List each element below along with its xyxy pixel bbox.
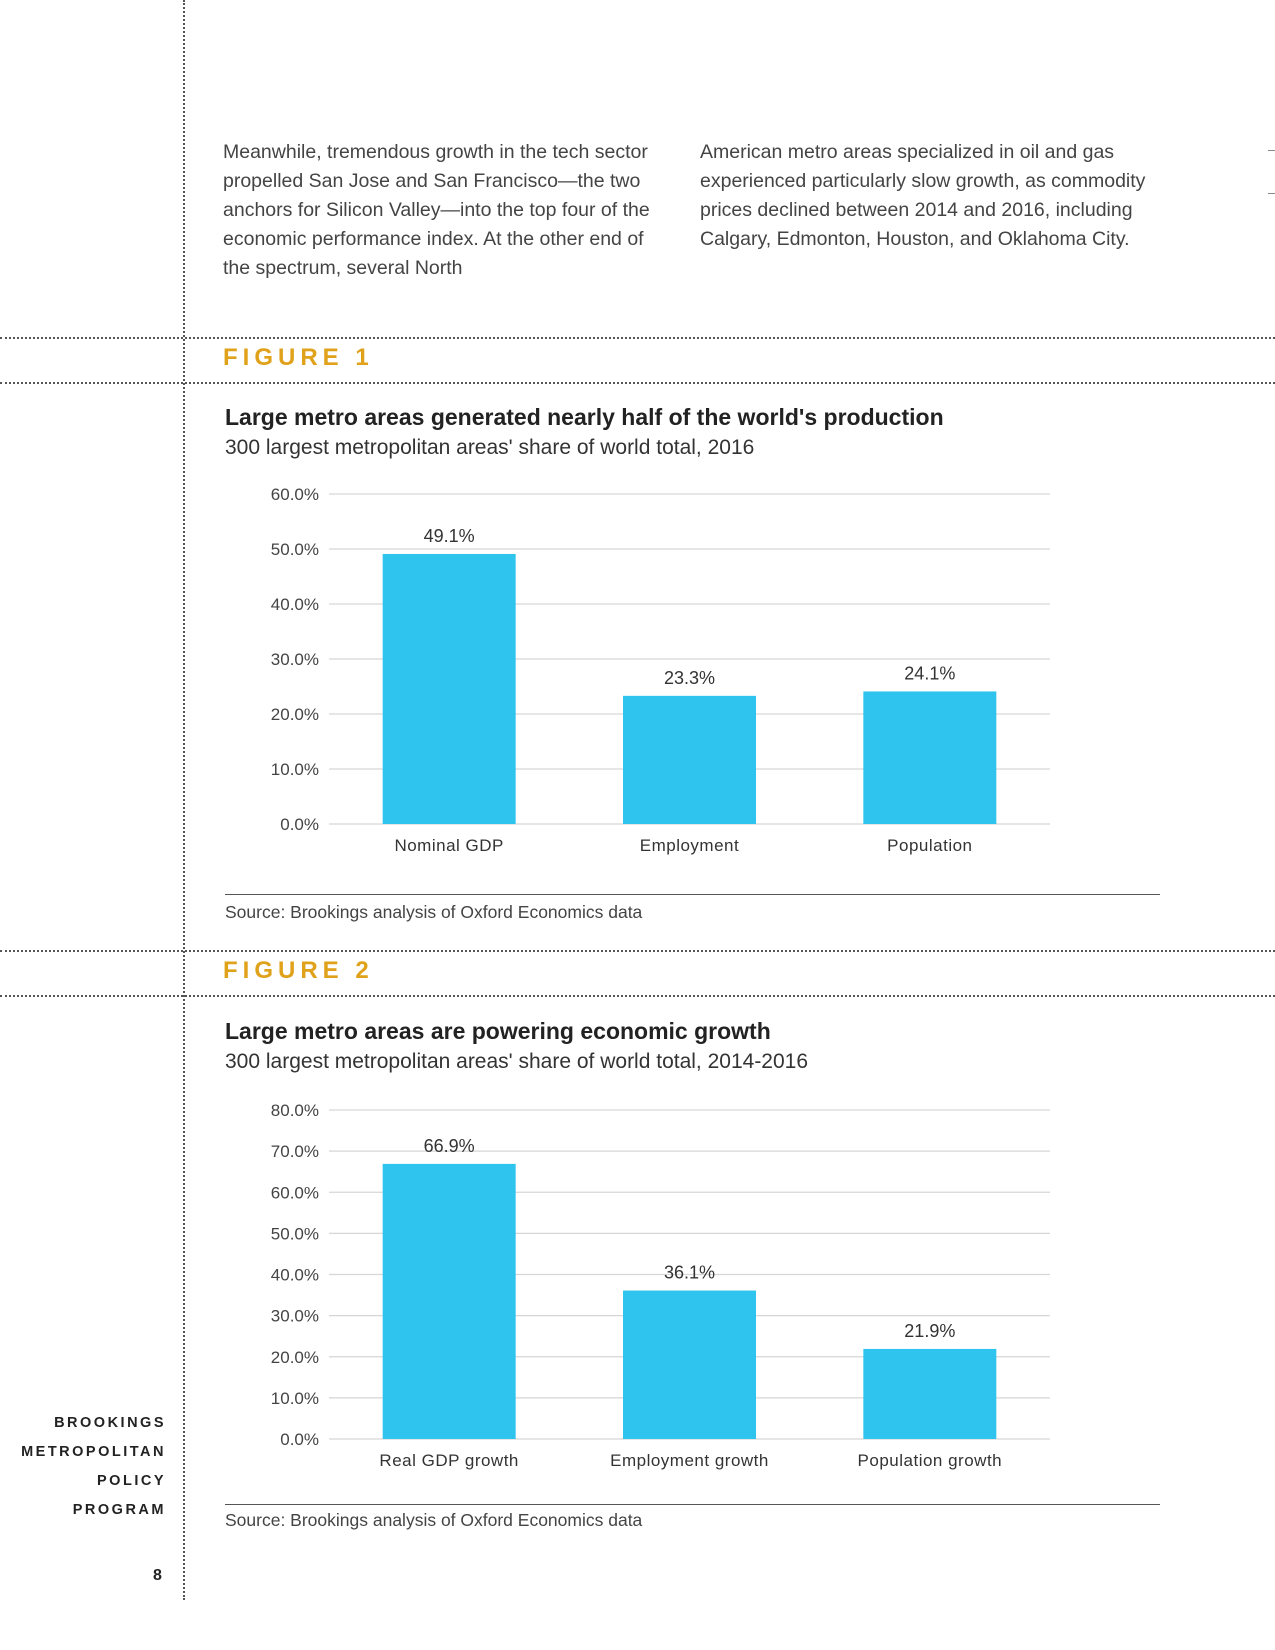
y-tick-label: 70.0% [271,1142,319,1161]
bar [863,691,997,824]
figure1-title: Large metro areas generated nearly half … [225,404,944,430]
y-tick-label: 30.0% [271,650,319,669]
data-label: 36.1% [664,1263,715,1283]
data-label: 66.9% [424,1136,475,1156]
y-tick-label: 30.0% [271,1307,319,1326]
data-label: 24.1% [904,663,955,683]
bar [382,553,516,824]
body-text-left: Meanwhile, tremendous growth in the tech… [223,141,650,279]
bar [623,1290,756,1439]
y-tick-label: 10.0% [271,760,319,779]
figure1-label: FIGURE 1 [223,344,374,371]
data-label: 21.9% [904,1321,955,1341]
y-tick-label: 0.0% [280,1430,319,1449]
brand-line-policy: POLICY [97,1473,166,1489]
x-category-label: Population growth [858,1451,1003,1470]
brand-line-program: PROGRAM [72,1502,166,1518]
figure2-bar-chart: 0.0% 10.0% 20.0% 30.0% 40.0% 50.0% 60.0% 70.0% 8… [271,1101,1050,1470]
body-text-right: American metro areas specialized in oil … [700,141,1146,250]
data-label: 23.3% [664,668,715,688]
y-tick-label: 40.0% [271,595,319,614]
y-tick-label: 50.0% [271,1224,319,1243]
data-label: 49.1% [424,526,475,546]
x-category-label: Employment [640,836,739,855]
y-tick-label: 60.0% [271,1183,319,1202]
figure1-bottom-rule [0,382,1275,384]
page-number: 8 [153,1567,162,1584]
figure2-source-rule [225,1504,1160,1505]
bar [623,695,756,824]
bar [863,1348,997,1439]
y-tick-label: 20.0% [271,1348,319,1367]
page-edge-mark [1268,193,1275,194]
figure2-top-rule [0,950,1275,952]
x-category-label: Employment growth [610,1451,769,1470]
y-tick-label: 10.0% [271,1389,319,1408]
bar [382,1163,516,1439]
y-tick-label: 80.0% [271,1101,319,1120]
sidebar-divider [183,0,185,1600]
figure2-title: Large metro areas are powering economic … [225,1018,771,1044]
brand-line-metropolitan: METROPOLITAN [21,1444,166,1460]
figure2-label: FIGURE 2 [223,957,374,984]
figure1-bar-chart: 0.0% 10.0% 20.0% 30.0% 40.0% 50.0% 60.0% 49.1% N… [271,485,1050,855]
figure1-source-rule [225,894,1160,895]
y-tick-label: 60.0% [271,485,319,504]
y-tick-label: 0.0% [280,815,319,834]
page-edge-mark [1268,150,1275,151]
y-tick-label: 20.0% [271,705,319,724]
x-category-label: Nominal GDP [394,836,503,855]
figure2-bottom-rule [0,995,1275,997]
y-tick-label: 40.0% [271,1266,319,1285]
figure1-subtitle: 300 largest metropolitan areas' share of… [225,436,755,459]
y-tick-label: 50.0% [271,540,319,559]
x-category-label: Real GDP growth [379,1451,518,1470]
figure2-source: Source: Brookings analysis of Oxford Eco… [225,1510,643,1530]
figure2-subtitle: 300 largest metropolitan areas' share of… [225,1050,809,1073]
brand-line-brookings: BROOKINGS [54,1415,166,1431]
figure1-source: Source: Brookings analysis of Oxford Eco… [225,902,643,922]
x-category-label: Population [887,836,972,855]
figure1-top-rule [0,337,1275,339]
